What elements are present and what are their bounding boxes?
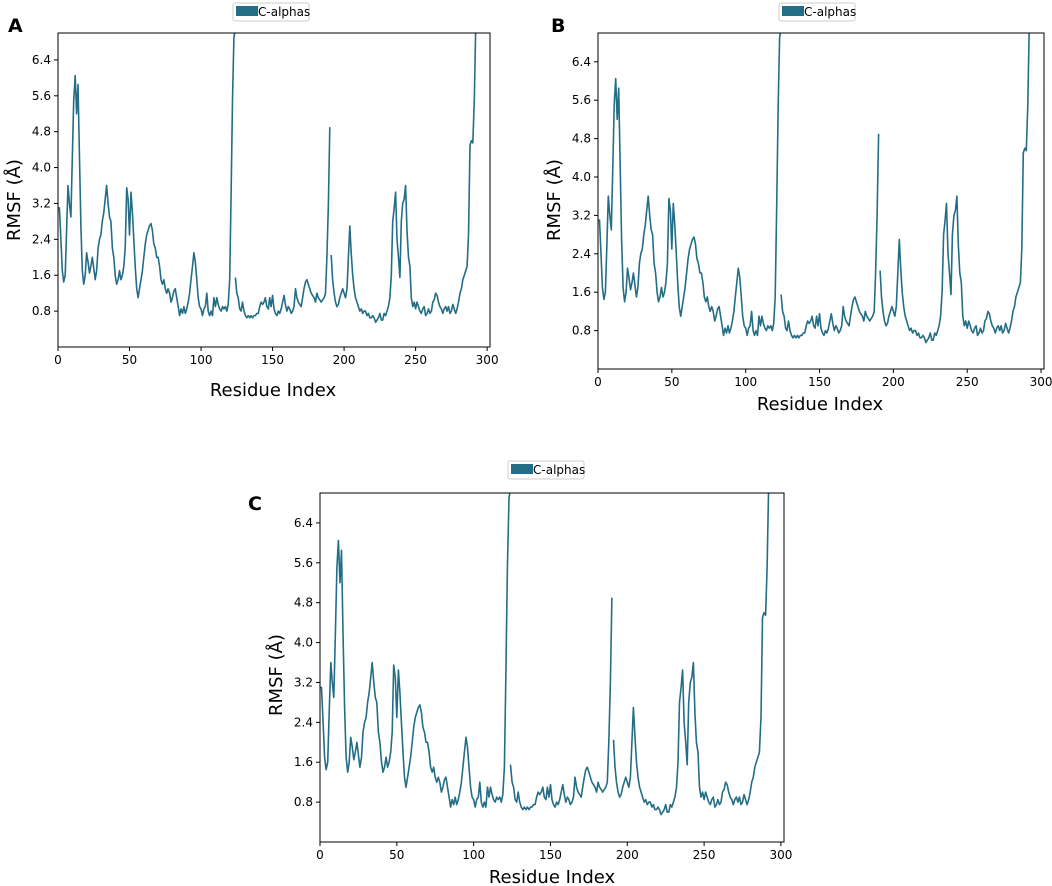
panel-letter-a: A [8, 15, 23, 37]
chart-svg-c: C 0 50 100 150 200 250 300 0.8 1.6 2.4 3.2 4.0 4.8 5.6… [248, 460, 792, 886]
y-tick-label: 4.0 [572, 170, 591, 184]
legend-label: C-alphas [258, 5, 310, 19]
series-group [320, 493, 770, 816]
panel-letter-b: B [551, 15, 565, 37]
series-group [58, 33, 477, 324]
rmsf-line-segment-0 [598, 33, 782, 337]
y-tick-label: 0.8 [32, 304, 51, 318]
legend-swatch [511, 464, 533, 474]
legend-swatch [236, 6, 258, 16]
chart-panel-c: C 0 50 100 150 200 250 300 0.8 1.6 2.4 3.2 4.0 4.8 5.6… [0, 455, 1052, 886]
plot-frame [319, 492, 785, 843]
series-group [598, 33, 1030, 344]
rmsf-line-segment-1 [780, 133, 880, 339]
x-tick-label: 300 [476, 353, 499, 367]
x-tick-label: 0 [54, 353, 62, 367]
plot-frame [57, 32, 491, 348]
chart-panel-a: A 0 50 100 150 200 250 300 0.8 1.6 2.4 3.2 4.0 4.8 5.6… [0, 0, 526, 420]
x-tick-label: 100 [734, 375, 757, 389]
y-tick-label: 3.2 [294, 675, 313, 689]
x-axis-label: Residue Index [489, 867, 616, 886]
y-tick-label: 4.8 [572, 132, 591, 146]
y-tick-label: 3.2 [572, 208, 591, 222]
legend-label: C-alphas [804, 5, 856, 19]
y-tick-label: 1.6 [572, 285, 591, 299]
y-axis-label: RMSF (Å) [265, 634, 287, 716]
y-tick-label: 4.8 [32, 125, 51, 139]
y-tick-label: 6.4 [32, 53, 51, 67]
rmsf-line-segment-2 [879, 33, 1030, 344]
x-axis-label: Residue Index [757, 394, 884, 415]
y-tick-label: 2.4 [294, 715, 313, 729]
x-tick-label: 150 [808, 375, 831, 389]
legend: C-alphas [778, 2, 856, 22]
rmsf-line-segment-2 [612, 493, 770, 816]
x-tick-label: 0 [316, 848, 324, 862]
y-tick-label: 4.8 [294, 596, 313, 610]
rmsf-line-segment-1 [509, 597, 613, 811]
y-tick-label: 1.6 [294, 755, 313, 769]
y-tick-label: 6.4 [294, 516, 313, 530]
x-tick-label: 200 [616, 848, 639, 862]
rmsf-line-segment-0 [58, 33, 236, 317]
x-tick-label: 200 [882, 375, 905, 389]
y-tick-label: 2.4 [572, 247, 591, 261]
y-tick-label: 5.6 [32, 89, 51, 103]
legend-swatch [782, 6, 804, 16]
x-tick-label: 50 [122, 353, 137, 367]
y-tick-label: 5.6 [572, 93, 591, 107]
y-tick-label: 5.6 [294, 556, 313, 570]
y-tick-label: 1.6 [32, 268, 51, 282]
x-tick-label: 200 [333, 353, 356, 367]
chart-svg-b: B 0 50 100 150 200 250 300 0.8 1.6 2.4 3.2 4.0 4.8 5.6… [543, 2, 1052, 415]
legend: C-alphas [232, 2, 310, 22]
y-tick-label: 4.0 [294, 636, 313, 650]
chart-panel-b: B 0 50 100 150 200 250 300 0.8 1.6 2.4 3.2 4.0 4.8 5.6… [526, 0, 1052, 420]
rmsf-line-segment-0 [320, 493, 511, 808]
x-tick-label: 100 [462, 848, 485, 862]
legend: C-alphas [507, 460, 585, 480]
y-tick-label: 0.8 [294, 795, 313, 809]
x-tick-label: 300 [1030, 375, 1052, 389]
rmsf-line-segment-2 [330, 33, 477, 324]
chart-svg-a: A 0 50 100 150 200 250 300 0.8 1.6 2.4 3.2 4.0 4.8 5.6… [3, 2, 499, 401]
x-tick-label: 250 [404, 353, 427, 367]
x-tick-label: 150 [539, 848, 562, 862]
x-tick-label: 100 [190, 353, 213, 367]
y-axis-label: RMSF (Å) [3, 159, 25, 241]
x-tick-label: 0 [594, 375, 602, 389]
y-tick-label: 3.2 [32, 196, 51, 210]
x-tick-label: 150 [261, 353, 284, 367]
plot-frame [597, 32, 1045, 370]
rmsf-line-segment-1 [234, 127, 331, 319]
x-tick-label: 50 [389, 848, 404, 862]
x-axis-label: Residue Index [210, 380, 337, 401]
x-tick-label: 250 [693, 848, 716, 862]
y-axis-label: RMSF (Å) [543, 159, 565, 241]
y-tick-label: 2.4 [32, 232, 51, 246]
x-tick-label: 300 [769, 848, 792, 862]
panel-letter-c: C [248, 493, 262, 515]
x-tick-label: 50 [664, 375, 679, 389]
y-tick-label: 6.4 [572, 55, 591, 69]
legend-label: C-alphas [533, 463, 585, 477]
x-tick-label: 250 [956, 375, 979, 389]
y-tick-label: 0.8 [572, 324, 591, 338]
y-tick-label: 4.0 [32, 161, 51, 175]
